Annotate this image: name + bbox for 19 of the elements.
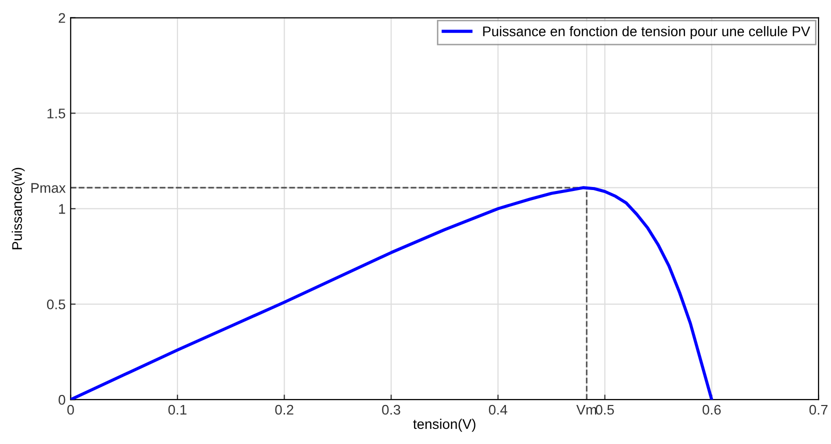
y-axis-title: Puissance(w) [12,168,25,250]
x-tick-label: 0.2 [275,404,294,415]
y-tick-label: 1.5 [48,108,66,118]
legend-label: Puissance en fonction de tension pour une cellule PV [483,26,810,40]
x-tick-label: Vm [576,404,596,415]
y-tick-label: 0.5 [47,299,66,310]
y-tick-label: Pmax [31,183,66,193]
y-tick-label: 0 [58,394,66,405]
y-tick-label: 1 [59,204,66,214]
x-tick-label: 0.3 [382,404,400,415]
x-tick-label: 0.1 [168,404,186,415]
x-tick-label: 0.6 [702,404,721,415]
y-tick-label: 2 [58,13,66,23]
x-tick-label: 0.5 [596,404,614,415]
line-series [70,186,714,400]
x-axis-title: tension(V) [413,418,476,432]
x-tick-label: 0 [67,404,74,415]
x-tick-label: 0.7 [809,404,828,415]
x-tick-label: 0.4 [488,404,508,415]
